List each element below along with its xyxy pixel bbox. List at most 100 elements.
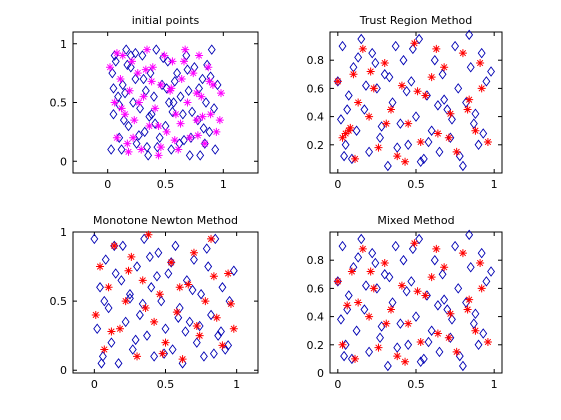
- star-point: [432, 244, 441, 253]
- diamond-point: [167, 257, 176, 268]
- star-point: [189, 248, 198, 257]
- y-tick-label: 0: [317, 367, 324, 380]
- subplot-title: initial points: [132, 14, 200, 27]
- diamond-point: [424, 136, 433, 148]
- star-point: [209, 272, 218, 281]
- x-tick-label: 0.5: [157, 378, 175, 391]
- star-point: [117, 104, 126, 113]
- star-point: [386, 305, 395, 314]
- diamond-point: [360, 304, 369, 315]
- diamond-point: [152, 44, 161, 55]
- diamond-point: [114, 358, 123, 369]
- star-point: [183, 98, 192, 107]
- diamond-point: [202, 243, 211, 254]
- star-point: [139, 92, 148, 101]
- x-tick-label: 0: [91, 378, 98, 391]
- star-point: [193, 131, 202, 140]
- star-point: [147, 77, 156, 86]
- diamond-point: [131, 73, 140, 85]
- star-point: [167, 258, 176, 267]
- diamond-point: [371, 257, 380, 269]
- diamond-point: [368, 47, 377, 59]
- diamond-point: [474, 339, 483, 351]
- star-point: [346, 123, 355, 132]
- y-tick-label: 0.5: [50, 97, 68, 110]
- diamond-point: [423, 290, 431, 301]
- star-point: [206, 110, 215, 119]
- diamond-point: [402, 85, 411, 97]
- y-tick-label: 0.4: [307, 111, 325, 124]
- x-tick-label: 0: [334, 178, 341, 191]
- diamond-point: [131, 334, 140, 346]
- diamond-point: [454, 83, 463, 94]
- star-point: [380, 259, 389, 268]
- diamond-point: [171, 240, 180, 252]
- y-tick-label: 0.5: [50, 295, 68, 308]
- diamond-point: [433, 300, 442, 311]
- diamond-point: [365, 346, 374, 358]
- x-tick-label: 1: [491, 378, 498, 391]
- diamond-point: [199, 351, 208, 362]
- diamond-point: [412, 111, 420, 122]
- diamond-point: [209, 348, 218, 359]
- star-point: [134, 98, 143, 107]
- star-point: [366, 267, 375, 276]
- star-point: [91, 310, 100, 319]
- star-point: [374, 343, 383, 352]
- diamond-point: [451, 40, 460, 52]
- star-point: [366, 67, 375, 76]
- star-point: [161, 338, 170, 347]
- star-point: [338, 133, 347, 142]
- star-point: [351, 154, 360, 163]
- diamond-point: [487, 266, 495, 277]
- diamond-point: [479, 128, 488, 139]
- diamond-point: [145, 111, 154, 122]
- star-point: [208, 80, 217, 89]
- diamond-point: [115, 99, 124, 111]
- star-point: [416, 337, 425, 346]
- star-point: [476, 59, 485, 68]
- star-point: [198, 112, 207, 121]
- star-point: [333, 77, 342, 86]
- x-tick-label: 1: [233, 378, 240, 391]
- diamond-point: [200, 138, 209, 149]
- diamond-point: [197, 288, 206, 300]
- diamond-point: [141, 85, 150, 96]
- star-point: [110, 241, 119, 250]
- diamond-point: [221, 344, 230, 355]
- diamond-point: [477, 47, 486, 59]
- star-point: [141, 65, 150, 74]
- diamond-point: [165, 97, 173, 108]
- diamond-point: [399, 54, 408, 66]
- star-point: [427, 273, 436, 282]
- star-point: [224, 269, 233, 278]
- star-point: [192, 322, 201, 330]
- diamond-point: [104, 302, 113, 314]
- diamond-point: [477, 247, 486, 259]
- star-point: [181, 45, 190, 54]
- diamond-point: [380, 269, 389, 280]
- diamond-point: [362, 80, 370, 91]
- diamond-point: [207, 309, 215, 321]
- diamond-point: [466, 62, 475, 73]
- diamond-point: [455, 350, 464, 362]
- star-point: [477, 84, 486, 93]
- diamond-point: [109, 83, 118, 94]
- star-point: [433, 329, 442, 338]
- diamond-point: [143, 141, 151, 153]
- diamond-point: [440, 94, 449, 105]
- star-point: [452, 347, 461, 356]
- diamond-point: [174, 312, 183, 323]
- star-point: [358, 44, 367, 53]
- diamond-point: [448, 314, 456, 325]
- star-point: [168, 57, 177, 66]
- diamond-point: [391, 240, 400, 252]
- diamond-point: [97, 358, 106, 369]
- star-point: [207, 234, 216, 243]
- diamond-point: [415, 33, 424, 45]
- star-point: [365, 312, 374, 321]
- diamond-point: [474, 139, 483, 151]
- diamond-point: [108, 67, 117, 79]
- x-tick-label: 0.5: [407, 178, 425, 191]
- diamond-point: [340, 150, 349, 162]
